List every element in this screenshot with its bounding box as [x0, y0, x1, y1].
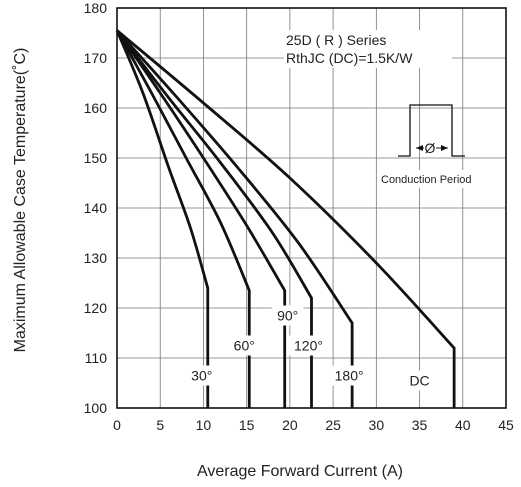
series-label-180deg: 180°: [335, 368, 364, 384]
x-tick-label: 30: [369, 417, 385, 433]
y-tick-label: 110: [85, 350, 108, 366]
series-line-120deg: [117, 31, 312, 409]
y-tick-label: 160: [84, 100, 108, 116]
conduction-period-caption: Conduction Period: [381, 174, 472, 186]
y-tick-label: 100: [84, 400, 108, 416]
arrow-right-icon: [441, 145, 448, 151]
x-axis-title: Average Forward Current (A): [197, 463, 403, 480]
x-tick-label: 0: [113, 417, 121, 433]
series-line-30deg: [117, 31, 208, 409]
y-tick-label: 130: [84, 250, 108, 266]
series-title-text: 25D ( R ) Series: [286, 32, 386, 48]
x-tick-label: 25: [325, 417, 341, 433]
y-tick-label: 140: [84, 200, 108, 216]
series-label-120deg: 120°: [294, 338, 323, 354]
x-tick-label: 10: [196, 417, 212, 433]
series-label-30deg: 30°: [191, 368, 212, 384]
phi-symbol: Ø: [425, 140, 436, 156]
series-label-60deg: 60°: [234, 338, 255, 354]
y-tick-label: 120: [84, 300, 108, 316]
y-tick-label: 170: [84, 50, 108, 66]
rth-text: RthJC (DC)=1.5K/W: [286, 50, 413, 66]
x-tick-label: 15: [239, 417, 255, 433]
conduction-period-inset: Ø Conduction Period: [381, 105, 472, 186]
x-tick-label: 45: [498, 417, 514, 433]
x-tick-label: 5: [156, 417, 164, 433]
x-tick-label: 40: [455, 417, 471, 433]
series-lines: [117, 31, 454, 409]
x-tick-label: 20: [282, 417, 298, 433]
series-label-dc: DC: [409, 373, 429, 389]
x-tick-label: 35: [412, 417, 428, 433]
series-label-90deg: 90°: [277, 308, 298, 324]
series-labels: 30° 60° 90° 120° 180° DC: [186, 306, 431, 391]
y-tick-label: 150: [84, 150, 108, 166]
y-tick-label: 180: [84, 0, 108, 16]
y-axis-title: Maximum Allowable Case Temperature(˚C): [12, 48, 29, 353]
